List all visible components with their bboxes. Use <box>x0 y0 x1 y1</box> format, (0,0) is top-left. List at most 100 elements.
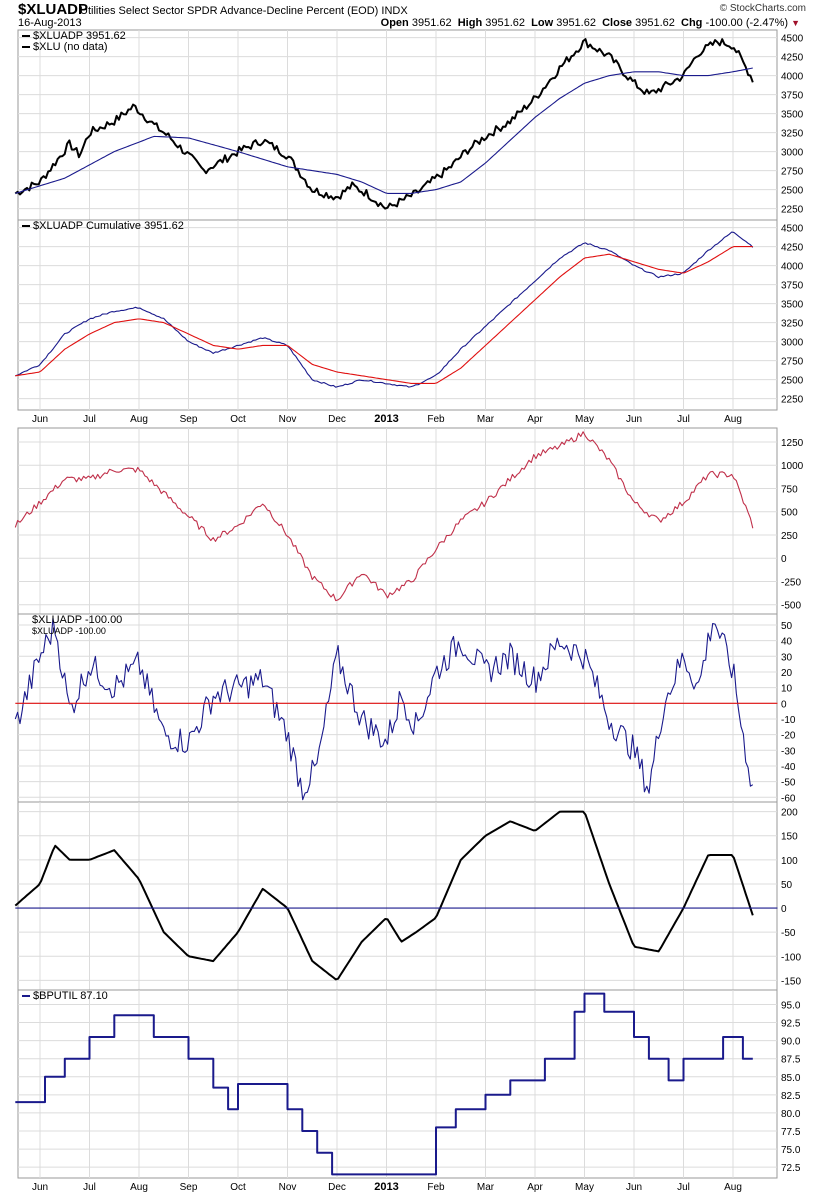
x-month-label: Apr <box>527 1182 543 1193</box>
panel-5: -150 -100 -50 0 50 100 150 200 <box>14 801 801 991</box>
y-tick-label: 4500 <box>781 34 804 45</box>
x-month-label: Jul <box>83 414 96 425</box>
legend-entry: $BPUTIL 87.10 <box>33 990 108 1002</box>
y-tick-label: 3750 <box>781 91 804 102</box>
down-triangle-icon: ▼ <box>791 18 800 28</box>
y-tick-label: -150 <box>781 976 801 987</box>
y-tick-label: 4250 <box>781 243 804 254</box>
y-tick-label: 3250 <box>781 129 804 140</box>
y-tick-label: 750 <box>781 484 798 495</box>
y-tick-label: 30 <box>781 652 793 663</box>
x-month-label: Apr <box>527 414 543 425</box>
y-tick-label: 40 <box>781 637 793 648</box>
y-tick-label: 500 <box>781 508 798 519</box>
ohlc-bar: Open 3951.62 High 3951.62 Low 3951.62 Cl… <box>380 17 800 29</box>
y-tick-label: 20 <box>781 668 793 679</box>
panel-frame <box>17 427 778 615</box>
y-tick-label: 10 <box>781 684 793 695</box>
y-tick-label: 3500 <box>781 110 804 121</box>
y-tick-label: 2500 <box>781 186 804 197</box>
legend-entry: $XLUADP -100.00 <box>32 626 106 636</box>
y-tick-label: -10 <box>781 715 796 726</box>
y-tick-label: -20 <box>781 731 796 742</box>
chart-ticker: $XLUADP <box>18 1 89 18</box>
x-month-label: Nov <box>279 414 297 425</box>
x-month-label: Jul <box>677 414 690 425</box>
panel-4: -60 -50 -40 -30 -20 -10 0 10 20 30 40 50 $XLUADP -10… <box>14 613 796 804</box>
open-value: 3951.62 <box>411 17 452 29</box>
y-tick-label: 3750 <box>781 281 804 292</box>
series--bputil <box>15 992 753 1176</box>
y-tick-label: -30 <box>781 746 796 757</box>
y-tick-label: -500 <box>781 601 801 612</box>
x-month-label: Jun <box>32 414 48 425</box>
x-month-label: Feb <box>427 414 445 425</box>
y-tick-label: 77.5 <box>781 1127 801 1138</box>
y-tick-label: 250 <box>781 531 798 542</box>
x-month-label: Nov <box>279 1182 297 1193</box>
y-tick-label: 92.5 <box>781 1019 801 1030</box>
series-momentum <box>14 810 754 981</box>
y-tick-label: 4000 <box>781 262 804 273</box>
x-month-label: Aug <box>724 414 742 425</box>
x-month-label: Dec <box>328 1182 346 1193</box>
series--xluadp <box>14 38 754 210</box>
panel-6: 72.5 75.0 77.5 80.0 82.5 85.0 87.5 90.0 92.5 95.0… <box>15 989 801 1179</box>
y-tick-label: 2500 <box>781 376 804 387</box>
y-tick-label: 75.0 <box>781 1145 801 1156</box>
y-tick-label: 2250 <box>781 205 804 216</box>
y-tick-label: -50 <box>781 778 796 789</box>
y-tick-label: 2750 <box>781 167 804 178</box>
x-month-label: 2013 <box>374 1181 398 1193</box>
x-month-label: Oct <box>230 414 246 425</box>
y-tick-label: 50 <box>781 880 793 891</box>
y-tick-label: 0 <box>781 554 787 565</box>
legend-entry: $XLUADP -100.00 <box>32 614 122 626</box>
y-tick-label: 1250 <box>781 438 804 449</box>
y-tick-label: 4000 <box>781 72 804 83</box>
y-tick-label: 200 <box>781 808 798 819</box>
panel-frame <box>17 989 778 1179</box>
x-month-label: Mar <box>477 1182 495 1193</box>
y-tick-label: 0 <box>781 699 787 710</box>
x-month-label: Sep <box>180 414 198 425</box>
y-tick-label: 3250 <box>781 319 804 330</box>
y-tick-label: -250 <box>781 577 801 588</box>
y-tick-label: 2750 <box>781 357 804 368</box>
low-value: 3951.62 <box>556 17 596 29</box>
x-month-label: Jun <box>32 1182 48 1193</box>
y-tick-label: 3000 <box>781 338 804 349</box>
chart-description: Utilities Select Sector SPDR Advance-Dec… <box>80 5 408 17</box>
y-tick-label: 82.5 <box>781 1091 801 1102</box>
y-tick-label: 95.0 <box>781 1000 801 1011</box>
y-tick-label: 4250 <box>781 53 804 64</box>
x-month-label: Jun <box>626 414 642 425</box>
x-month-label: Aug <box>724 1182 742 1193</box>
series--xluadp <box>14 617 754 801</box>
y-tick-label: 150 <box>781 832 798 843</box>
change-value: -100.00 (-2.47%) <box>705 17 789 29</box>
x-month-label: May <box>575 414 594 425</box>
y-tick-label: 90.0 <box>781 1037 801 1048</box>
panel-3: -500 -250 0 250 500 750 1000 1250 <box>14 427 804 615</box>
y-tick-label: 2250 <box>781 395 804 406</box>
close-value: 3951.62 <box>635 17 675 29</box>
y-tick-label: 4500 <box>781 224 804 235</box>
chart-watermark[interactable]: © StockCharts.com <box>719 3 806 14</box>
y-tick-label: -40 <box>781 762 796 773</box>
legend-entry: $XLU (no data) <box>33 41 108 53</box>
series-ma <box>15 67 753 194</box>
x-month-label: 2013 <box>374 413 398 425</box>
y-tick-label: 1000 <box>781 461 804 472</box>
x-month-label: Mar <box>477 414 495 425</box>
y-tick-label: 72.5 <box>781 1163 801 1174</box>
x-month-label: Aug <box>130 414 148 425</box>
y-tick-label: 3500 <box>781 300 804 311</box>
x-month-label: Jul <box>677 1182 690 1193</box>
x-month-label: Jul <box>83 1182 96 1193</box>
y-tick-label: 80.0 <box>781 1109 801 1120</box>
legend-entry: $XLUADP 3951.62 <box>33 30 126 42</box>
x-month-label: May <box>575 1182 594 1193</box>
x-month-label: Feb <box>427 1182 445 1193</box>
panel-1: 2250 2500 2750 3000 3250 3500 3750 4000 4250 4500… <box>14 29 804 221</box>
